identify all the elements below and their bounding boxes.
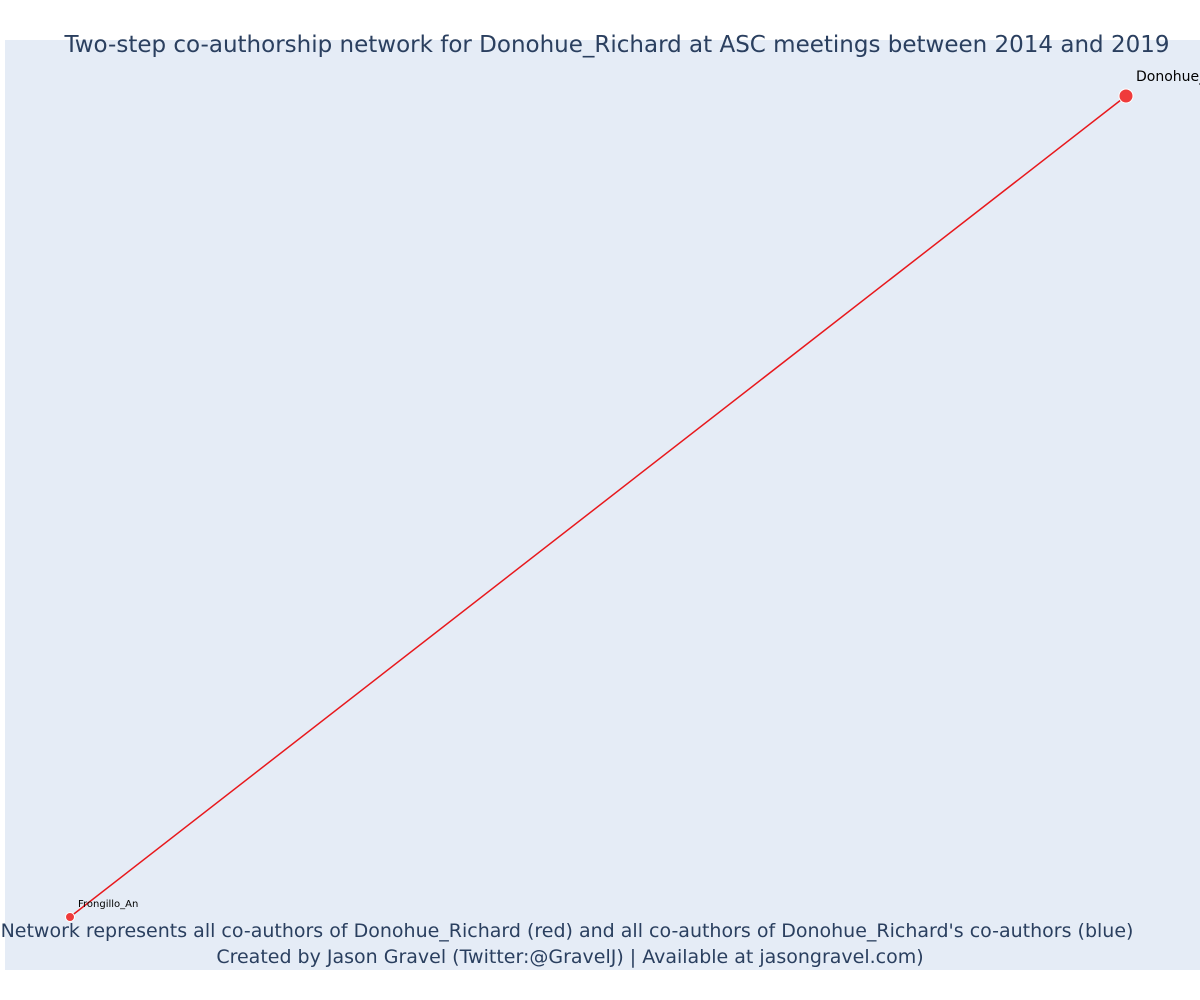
chart-title: Two-step co-authorship network for Donoh…: [64, 32, 1170, 58]
nodes-layer: [65, 88, 1134, 922]
caption-line-1: Network represents all co-authors of Don…: [1, 920, 1134, 942]
edges-layer: [69, 95, 1127, 918]
edge-donohue-frongillo: [69, 95, 1127, 918]
node-frongillo[interactable]: [65, 912, 75, 922]
node-label-donohue: Donohue_Richard: [1136, 69, 1200, 85]
node-label-frongillo: Frongillo_An: [78, 899, 138, 910]
plot-background: [5, 40, 1200, 970]
caption-line-2: Created by Jason Gravel (Twitter:@Gravel…: [216, 946, 923, 968]
labels-layer: Donohue_Richard Frongillo_An: [78, 69, 1200, 910]
node-donohue[interactable]: [1118, 88, 1134, 104]
